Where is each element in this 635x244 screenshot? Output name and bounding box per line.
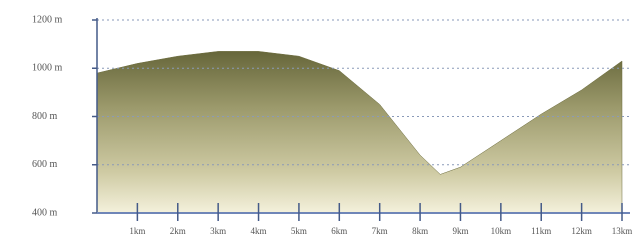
x-tick-label: 3km [210,226,226,236]
x-tick-label: 4km [251,226,267,236]
x-tick-label: 10km [491,226,512,236]
y-tick-label: 600 m [32,159,58,170]
x-tick-label: 6km [331,226,347,236]
x-tick-label: 2km [170,226,186,236]
x-tick-label: 8km [412,226,428,236]
x-tick-label: 7km [372,226,388,236]
y-tick-label: 800 m [32,111,58,122]
x-tick-label: 12km [571,226,592,236]
x-tick-label: 1km [129,226,145,236]
x-tick-label: 5km [291,226,307,236]
chart: 400 m 600 m 800 m 1000 m 1200 m 1km 2km 3km 4km 5… [0,0,635,244]
y-tick-label: 1200 m [32,14,63,25]
x-tick-label: 9km [452,226,468,236]
elevation-area [97,51,622,213]
x-tick-label: 11km [531,226,551,236]
y-tick-label: 1000 m [32,63,63,74]
y-tick-label: 400 m [32,207,58,218]
x-tick-label: 13km [612,226,633,236]
